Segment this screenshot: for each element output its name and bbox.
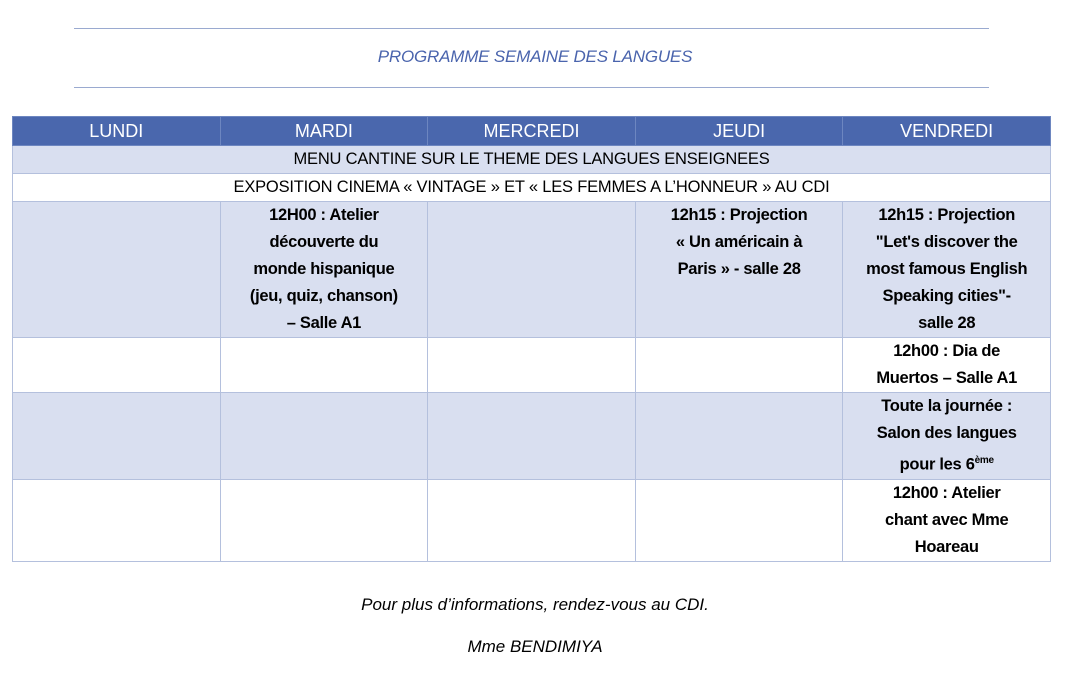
event-mardi: 12H00 : Atelier découverte du monde hisp… — [219, 201, 429, 338]
page-title: PROGRAMME SEMAINE DES LANGUES — [377, 47, 693, 66]
table-row: 12H00 : Atelier découverte du monde hisp… — [12, 201, 1051, 338]
cell-empty — [634, 478, 844, 562]
cell-empty — [427, 337, 636, 393]
day-lundi: LUNDI — [12, 116, 221, 146]
event-vendredi-chant: 12h00 : Atelier chant avec Mme Hoareau — [842, 478, 1051, 562]
cell-empty — [12, 392, 221, 480]
schedule-table: LUNDI MARDI MERCREDI JEUDI VENDREDI MENU… — [12, 116, 1051, 562]
banner-row-exposition: EXPOSITION CINEMA « VINTAGE » ET « LES F… — [12, 173, 1051, 202]
event-vendredi-salon: Toute la journée : Salon des langues pou… — [842, 392, 1051, 480]
table-row: 12h00 : Dia de Muertos – Salle A1 — [12, 337, 1051, 393]
header-row: LUNDI MARDI MERCREDI JEUDI VENDREDI — [12, 116, 1051, 146]
cell-empty — [12, 478, 221, 562]
table-row: 12h00 : Atelier chant avec Mme Hoareau — [12, 478, 1051, 562]
salon-sup: ème — [974, 455, 994, 466]
day-mardi: MARDI — [219, 116, 429, 146]
cell-empty — [219, 337, 429, 393]
cell-empty — [219, 478, 429, 562]
day-jeudi: JEUDI — [634, 116, 844, 146]
cell-empty — [12, 337, 221, 393]
cell-empty — [219, 392, 429, 480]
event-vendredi-projection: 12h15 : Projection "Let's discover the m… — [842, 201, 1051, 338]
event-jeudi: 12h15 : Projection « Un américain à Pari… — [634, 201, 844, 338]
day-vendredi: VENDREDI — [842, 116, 1051, 146]
banner-row-menu: MENU CANTINE SUR LE THEME DES LANGUES EN… — [12, 145, 1051, 174]
footer-author: Mme BENDIMIYA — [467, 637, 603, 656]
top-rule — [74, 28, 989, 29]
cell-empty — [427, 201, 636, 338]
cell-empty — [427, 392, 636, 480]
cell-empty — [12, 201, 221, 338]
salon-text: Toute la journée : Salon des langues pou… — [876, 397, 1017, 474]
cell-empty — [634, 337, 844, 393]
title-rule — [74, 87, 989, 88]
event-vendredi-dia-de-muertos: 12h00 : Dia de Muertos – Salle A1 — [842, 337, 1051, 393]
banner-exposition: EXPOSITION CINEMA « VINTAGE » ET « LES F… — [12, 173, 1051, 202]
footer-info: Pour plus d’informations, rendez-vous au… — [361, 595, 709, 614]
cell-empty — [427, 478, 636, 562]
table-row: Toute la journée : Salon des langues pou… — [12, 392, 1051, 480]
day-mercredi: MERCREDI — [427, 116, 636, 146]
banner-menu: MENU CANTINE SUR LE THEME DES LANGUES EN… — [12, 145, 1051, 174]
cell-empty — [634, 392, 844, 480]
